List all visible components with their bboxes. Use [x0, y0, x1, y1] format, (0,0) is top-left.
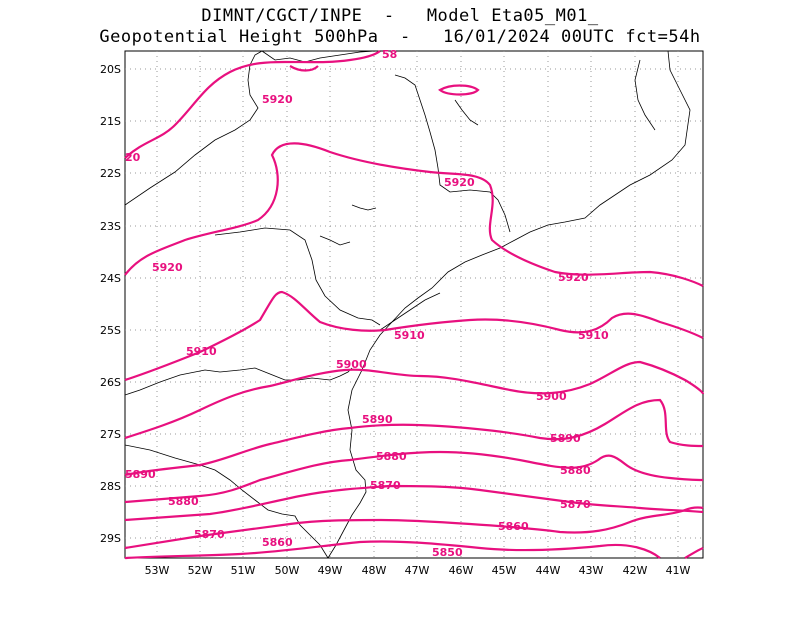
- x-tick-label: 45W: [492, 564, 517, 577]
- x-tick-label: 47W: [405, 564, 430, 577]
- contour-label: 5890: [550, 432, 581, 445]
- contour-label: 58: [382, 48, 397, 61]
- contour-labels: 5920 20 5920 5920 5920 5910 5910 5910 59…: [125, 48, 609, 559]
- gridlines: [125, 51, 703, 558]
- y-tick-label: 27S: [100, 428, 121, 441]
- contour-label: 5890: [125, 468, 156, 481]
- y-tick-label: 22S: [100, 167, 121, 180]
- contour-label: 5850: [432, 546, 463, 559]
- y-axis-labels: 20S 21S 22S 23S 24S 25S 26S 27S 28S 29S: [100, 63, 121, 545]
- contour-label: 5880: [376, 450, 407, 463]
- y-tick-label: 24S: [100, 272, 121, 285]
- x-tick-label: 50W: [275, 564, 300, 577]
- contour-label: 5920: [558, 271, 589, 284]
- contour-label: 5890: [362, 413, 393, 426]
- contour-label: 5920: [444, 176, 475, 189]
- y-tick-label: 29S: [100, 532, 121, 545]
- contour-label: 5900: [336, 358, 367, 371]
- x-tick-label: 44W: [536, 564, 561, 577]
- x-axis-labels: 53W 52W 51W 50W 49W 48W 47W 46W 45W 44W …: [145, 564, 691, 577]
- contour-label: 5900: [536, 390, 567, 403]
- y-tick-label: 20S: [100, 63, 121, 76]
- x-tick-label: 41W: [666, 564, 691, 577]
- x-tick-label: 42W: [623, 564, 648, 577]
- map-title-line-2: Geopotential Height 500hPa - 16/01/2024 …: [99, 27, 701, 47]
- contour-label: 5880: [560, 464, 591, 477]
- map-frame: [124, 50, 704, 559]
- contour-label: 20: [125, 151, 141, 164]
- y-tick-label: 25S: [100, 324, 121, 337]
- contour-label: 5920: [152, 261, 183, 274]
- contour-label: 5870: [194, 528, 225, 541]
- contour-label: 5860: [498, 520, 529, 533]
- contour-label: 5910: [186, 345, 217, 358]
- x-tick-label: 53W: [145, 564, 170, 577]
- x-tick-label: 49W: [318, 564, 343, 577]
- x-tick-label: 52W: [188, 564, 213, 577]
- contour-label: 5920: [262, 93, 293, 106]
- x-tick-label: 46W: [449, 564, 474, 577]
- coastline-and-borders: [124, 50, 691, 559]
- contour-label: 5860: [262, 536, 293, 549]
- contour-label: 5880: [168, 495, 199, 508]
- y-tick-label: 28S: [100, 480, 121, 493]
- y-tick-label: 21S: [100, 115, 121, 128]
- contour-label: 5910: [394, 329, 425, 342]
- height-contours: [124, 50, 705, 560]
- x-tick-label: 43W: [579, 564, 604, 577]
- x-tick-label: 48W: [362, 564, 387, 577]
- map-title-line-1: DIMNT/CGCT/INPE - Model Eta05_M01_: [201, 6, 599, 26]
- y-tick-label: 23S: [100, 220, 121, 233]
- contour-label: 5910: [578, 329, 609, 342]
- contour-label: 5870: [560, 498, 591, 511]
- contour-label: 5870: [370, 479, 401, 492]
- x-tick-label: 51W: [231, 564, 256, 577]
- y-tick-label: 26S: [100, 376, 121, 389]
